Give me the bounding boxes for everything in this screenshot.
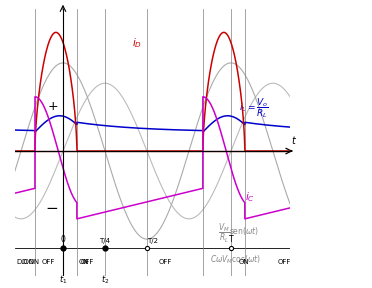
Text: $i_D$: $i_D$ xyxy=(132,36,142,50)
Text: D.ON: D.ON xyxy=(16,259,35,265)
Text: $\dfrac{V_M}{R_L}$sen$(\omega t)$: $\dfrac{V_M}{R_L}$sen$(\omega t)$ xyxy=(218,222,259,245)
Text: 0: 0 xyxy=(61,235,65,244)
Text: +: + xyxy=(48,101,58,113)
Text: D.ON: D.ON xyxy=(22,259,40,265)
Text: T/4: T/4 xyxy=(99,238,110,244)
Text: $t_1$: $t_1$ xyxy=(59,273,67,286)
Text: OFF: OFF xyxy=(42,259,55,265)
Text: ON: ON xyxy=(239,259,250,265)
Text: $C\omega V_M\cos(\omega t)$: $C\omega V_M\cos(\omega t)$ xyxy=(210,254,261,266)
Text: T: T xyxy=(229,235,233,244)
Text: OFF: OFF xyxy=(80,259,94,265)
Text: $i_C$: $i_C$ xyxy=(245,190,255,204)
Text: $i_L=\dfrac{V_o}{R_L}$: $i_L=\dfrac{V_o}{R_L}$ xyxy=(239,96,269,120)
Text: −: − xyxy=(45,201,58,216)
Text: T/2: T/2 xyxy=(147,238,158,244)
Text: t: t xyxy=(292,136,295,146)
Text: $t_2$: $t_2$ xyxy=(101,273,109,286)
Text: ON: ON xyxy=(78,259,89,265)
Text: OFF: OFF xyxy=(159,259,172,265)
Text: OFF: OFF xyxy=(278,259,291,265)
